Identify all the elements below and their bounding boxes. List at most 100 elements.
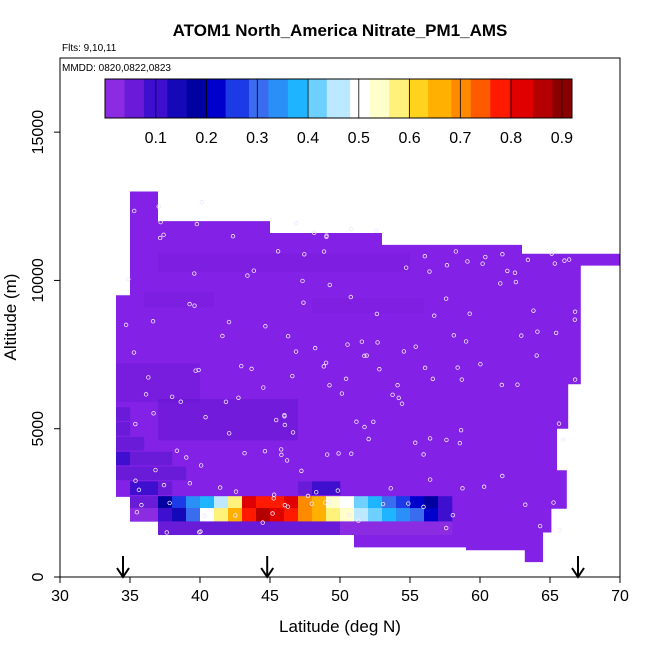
heatmap-cell	[354, 521, 369, 536]
colorbar-swatch	[194, 79, 199, 118]
heatmap-cell	[200, 496, 215, 510]
heatmap-cell	[382, 508, 397, 522]
colorbar-swatch	[447, 79, 452, 118]
sample-marker	[349, 226, 354, 231]
sample-marker	[467, 311, 472, 316]
sample-marker	[198, 463, 204, 468]
sample-marker	[483, 254, 488, 260]
sample-marker	[324, 452, 330, 457]
colorbar-swatch	[143, 79, 149, 118]
colorbar-swatch	[568, 79, 573, 118]
colorbar-swatch	[272, 79, 277, 118]
colorbar-swatch	[303, 79, 308, 118]
sample-marker	[422, 254, 428, 259]
sample-marker	[531, 308, 536, 313]
colorbar-swatch	[521, 79, 526, 118]
sample-marker	[167, 500, 172, 506]
sample-marker	[217, 485, 223, 490]
colorbar-swatch	[556, 79, 561, 118]
colorbar-swatch	[171, 79, 176, 118]
sample-marker	[271, 496, 276, 501]
sample-marker	[262, 448, 268, 454]
colorbar-swatch	[412, 79, 417, 118]
colorbar-swatch	[167, 79, 172, 118]
heatmap-cell	[172, 521, 187, 536]
sample-marker	[134, 510, 140, 515]
colorbar-swatch	[466, 79, 472, 118]
heatmap-cell	[158, 451, 173, 466]
sample-marker	[133, 478, 138, 483]
colorbar-swatch	[136, 79, 141, 118]
sample-marker	[322, 500, 328, 505]
flight-arrows	[116, 556, 585, 579]
sample-marker	[193, 368, 198, 373]
colorbar-swatch	[276, 79, 281, 118]
sample-marker	[346, 512, 352, 518]
sample-marker	[480, 261, 485, 266]
colorbar-swatch	[478, 79, 483, 118]
colorbar-swatch	[381, 79, 386, 118]
heatmap-cell	[396, 496, 411, 510]
sample-marker	[131, 350, 137, 355]
x-axis-ticks: 30 35 40 45 50 55 60 65 70	[51, 577, 629, 605]
sample-markers	[123, 200, 578, 535]
sample-marker	[290, 373, 295, 379]
colorbar-swatch	[428, 79, 433, 118]
heatmap-cell	[214, 521, 229, 536]
sample-marker	[293, 349, 299, 354]
heatmap-cell	[298, 496, 313, 510]
colorbar-swatch	[435, 79, 441, 118]
colorbar-swatch	[544, 79, 550, 118]
sample-marker	[282, 414, 287, 419]
shaded-patch	[116, 363, 200, 403]
heatmap-cell	[312, 521, 327, 536]
sample-marker	[549, 251, 554, 256]
colorbar-tick-label: 0.1	[145, 130, 167, 147]
sample-marker	[274, 417, 279, 423]
sample-marker	[534, 353, 539, 358]
heatmap-cell	[438, 508, 453, 522]
heatmap-cell	[396, 508, 411, 522]
sample-marker	[282, 422, 288, 428]
sample-marker	[261, 385, 266, 390]
sample-marker	[525, 257, 531, 263]
sample-marker	[537, 523, 543, 529]
colorbar-ticks: 0.1 0.2 0.3 0.4 0.5 0.6 0.7 0.8 0.9	[145, 79, 573, 147]
sample-marker	[362, 424, 367, 430]
colorbar-swatch	[159, 79, 164, 118]
sample-marker	[187, 301, 192, 307]
sample-marker	[143, 392, 149, 397]
colorbar-swatch	[338, 79, 343, 118]
heatmap-cell	[200, 508, 215, 522]
heatmap-cells	[116, 407, 453, 536]
heatmap-cell	[186, 508, 201, 522]
heatmap-cell	[312, 496, 327, 510]
colorbar-swatch	[163, 79, 168, 118]
heatmap-cell	[298, 508, 313, 522]
sample-marker	[339, 391, 345, 396]
heatmap-cell	[424, 521, 439, 536]
sample-marker	[270, 511, 275, 516]
heatmap-cell	[130, 508, 145, 522]
sample-marker	[481, 484, 487, 489]
sample-marker	[453, 249, 459, 254]
colorbar-swatch	[206, 79, 211, 118]
sample-marker	[444, 263, 450, 268]
sample-marker	[366, 436, 371, 442]
sample-marker	[151, 411, 156, 416]
sample-marker	[551, 500, 556, 505]
colorbar-swatch	[540, 79, 546, 118]
heatmap-cell	[130, 481, 145, 496]
colorbar-swatch	[241, 79, 246, 118]
colorbar-swatch	[307, 79, 312, 118]
heatmap-cell	[158, 466, 173, 481]
sample-marker	[242, 450, 247, 456]
heatmap-cell	[284, 521, 299, 536]
sample-marker	[226, 431, 232, 436]
colorbar-swatch	[396, 79, 402, 118]
sample-marker	[198, 529, 203, 534]
colorbar-swatch	[210, 79, 215, 118]
heatmap-cell	[270, 508, 285, 522]
colorbar-swatch	[470, 79, 476, 118]
colorbar-swatch	[287, 79, 293, 118]
